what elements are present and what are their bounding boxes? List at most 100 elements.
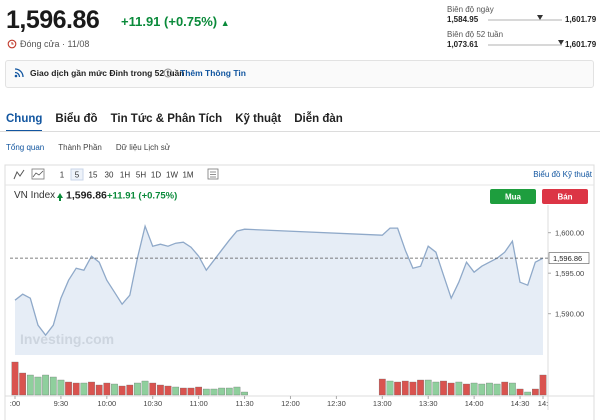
- tab[interactable]: Diễn đàn: [294, 113, 343, 125]
- price-line: [14, 224, 544, 337]
- interval[interactable]: 15: [89, 171, 98, 180]
- volume-bar: [141, 380, 149, 396]
- range-marker: [558, 40, 565, 45]
- banner: [5, 60, 594, 88]
- y-tick-label: 1,590.00: [555, 310, 584, 319]
- volume-bar: [409, 381, 417, 396]
- volume-bar: [493, 383, 501, 396]
- volume-bar: [11, 361, 19, 396]
- volume-bar: [179, 387, 187, 396]
- volume-bar: [195, 386, 203, 396]
- buy-label[interactable]: Mua: [505, 193, 522, 202]
- rss-icon: [14, 68, 24, 78]
- tab[interactable]: Biểu đồ: [55, 113, 98, 125]
- chart-title: VN Index: [14, 190, 55, 201]
- interval[interactable]: 5: [75, 171, 80, 180]
- x-tick-label: 9:30: [54, 399, 69, 408]
- sell-label[interactable]: Bán: [557, 193, 572, 202]
- subtab[interactable]: Tổng quan: [6, 143, 45, 152]
- x-tick-label: 11:00: [190, 399, 208, 408]
- banner-text: Giao dịch gần mức Đỉnh trong 52 tuần: [30, 68, 185, 78]
- volume-bar: [210, 388, 218, 396]
- volume-bar: [486, 382, 493, 396]
- x-tick-label: 13:00: [373, 399, 392, 408]
- area-type-icon[interactable]: [31, 168, 45, 180]
- volume-bar: [531, 388, 539, 396]
- up-arrow: ▲: [220, 18, 230, 28]
- volume-bar: [202, 388, 210, 396]
- volume-bar: [218, 387, 225, 396]
- interval[interactable]: 1W: [166, 171, 178, 180]
- x-tick-label: 10:30: [143, 399, 162, 408]
- volume-bar: [470, 382, 478, 396]
- sell-button[interactable]: [542, 189, 588, 204]
- volume-bar: [164, 385, 172, 396]
- interval[interactable]: 1M: [182, 171, 193, 180]
- volume-bar: [57, 379, 65, 396]
- volume-bar: [241, 391, 248, 396]
- subtab[interactable]: Thành Phần: [58, 143, 102, 152]
- volume-bar: [111, 383, 118, 396]
- x-tick-label: 11:30: [235, 399, 253, 408]
- watermark: Investing.com: [20, 331, 114, 347]
- clock-icon: [7, 39, 17, 49]
- chart-type-icon[interactable]: [13, 169, 25, 180]
- volume-bar: [440, 380, 447, 396]
- x-tick-label: 14:00: [465, 399, 484, 408]
- volume-bar: [463, 383, 470, 396]
- settings-icon[interactable]: [207, 168, 219, 180]
- volume-bar: [501, 381, 509, 396]
- banner-link[interactable]: Thêm Thông Tin: [180, 68, 246, 78]
- price-change: +11.91 (+0.75%) ▲: [121, 14, 230, 29]
- market-status: Đóng cửa · 11/08: [20, 39, 90, 49]
- volume-bar: [401, 380, 409, 396]
- volume-bar: [455, 381, 463, 396]
- volume-bar: [134, 382, 141, 396]
- tab[interactable]: Tin Tức & Phân Tích: [110, 113, 223, 125]
- last-price-box: [548, 252, 590, 264]
- interval[interactable]: 1: [60, 171, 65, 180]
- week52-range-label: Biên độ 52 tuần: [447, 30, 504, 39]
- last-price-label: 1,596.86: [553, 254, 582, 263]
- volume-bar: [233, 386, 241, 396]
- svg-text:i: i: [167, 71, 168, 78]
- tab[interactable]: Kỹ thuật: [235, 113, 282, 125]
- volume-bar: [417, 379, 424, 396]
- y-tick-label: 1,595.00: [555, 269, 584, 278]
- day-range-high: 1,601.79: [565, 15, 597, 24]
- volume-bar: [88, 381, 95, 396]
- x-tick-label: 12:30: [327, 399, 346, 408]
- buy-button[interactable]: [490, 189, 536, 204]
- volume-bar: [424, 379, 432, 396]
- volume-bar: [225, 387, 233, 396]
- tab-bar: Chung Biểu đồ Tin Tức & Phân Tích Kỹ thuật D…: [6, 113, 343, 132]
- volume-bar: [172, 386, 180, 396]
- volume-bar: [149, 382, 157, 396]
- volume-bar: [478, 383, 486, 396]
- interval[interactable]: 1D: [151, 171, 161, 180]
- tab[interactable]: Chung: [6, 113, 43, 132]
- x-tick-label: 10:00: [97, 399, 116, 408]
- volume-bar: [539, 374, 547, 396]
- interval[interactable]: 30: [105, 171, 114, 180]
- chart-widget: Biểu đồ Kỹ thuật VN Index 1,596.86 +11.9…: [4, 164, 595, 420]
- volume-bar: [80, 382, 88, 396]
- interval-selected: [70, 168, 84, 181]
- tab-divider: [0, 131, 600, 132]
- interval[interactable]: 1H: [120, 171, 130, 180]
- day-range-low: 1,584.95: [447, 15, 479, 24]
- volume-bar: [447, 382, 455, 396]
- volume-bar: [386, 380, 394, 396]
- day-range-bar: [488, 15, 562, 21]
- volume-bar: [126, 384, 134, 396]
- change-text: +11.91 (+0.75%): [121, 14, 218, 29]
- volume-bar: [118, 385, 126, 396]
- technical-chart-link[interactable]: Biểu đồ Kỹ thuật: [533, 170, 592, 179]
- volume-bar: [516, 388, 524, 396]
- volume-bar: [378, 378, 386, 396]
- volume-bar: [509, 382, 516, 396]
- volume-bar: [26, 374, 34, 396]
- subtab[interactable]: Dữ liệu Lịch sử: [115, 143, 171, 152]
- interval[interactable]: 5H: [136, 171, 146, 180]
